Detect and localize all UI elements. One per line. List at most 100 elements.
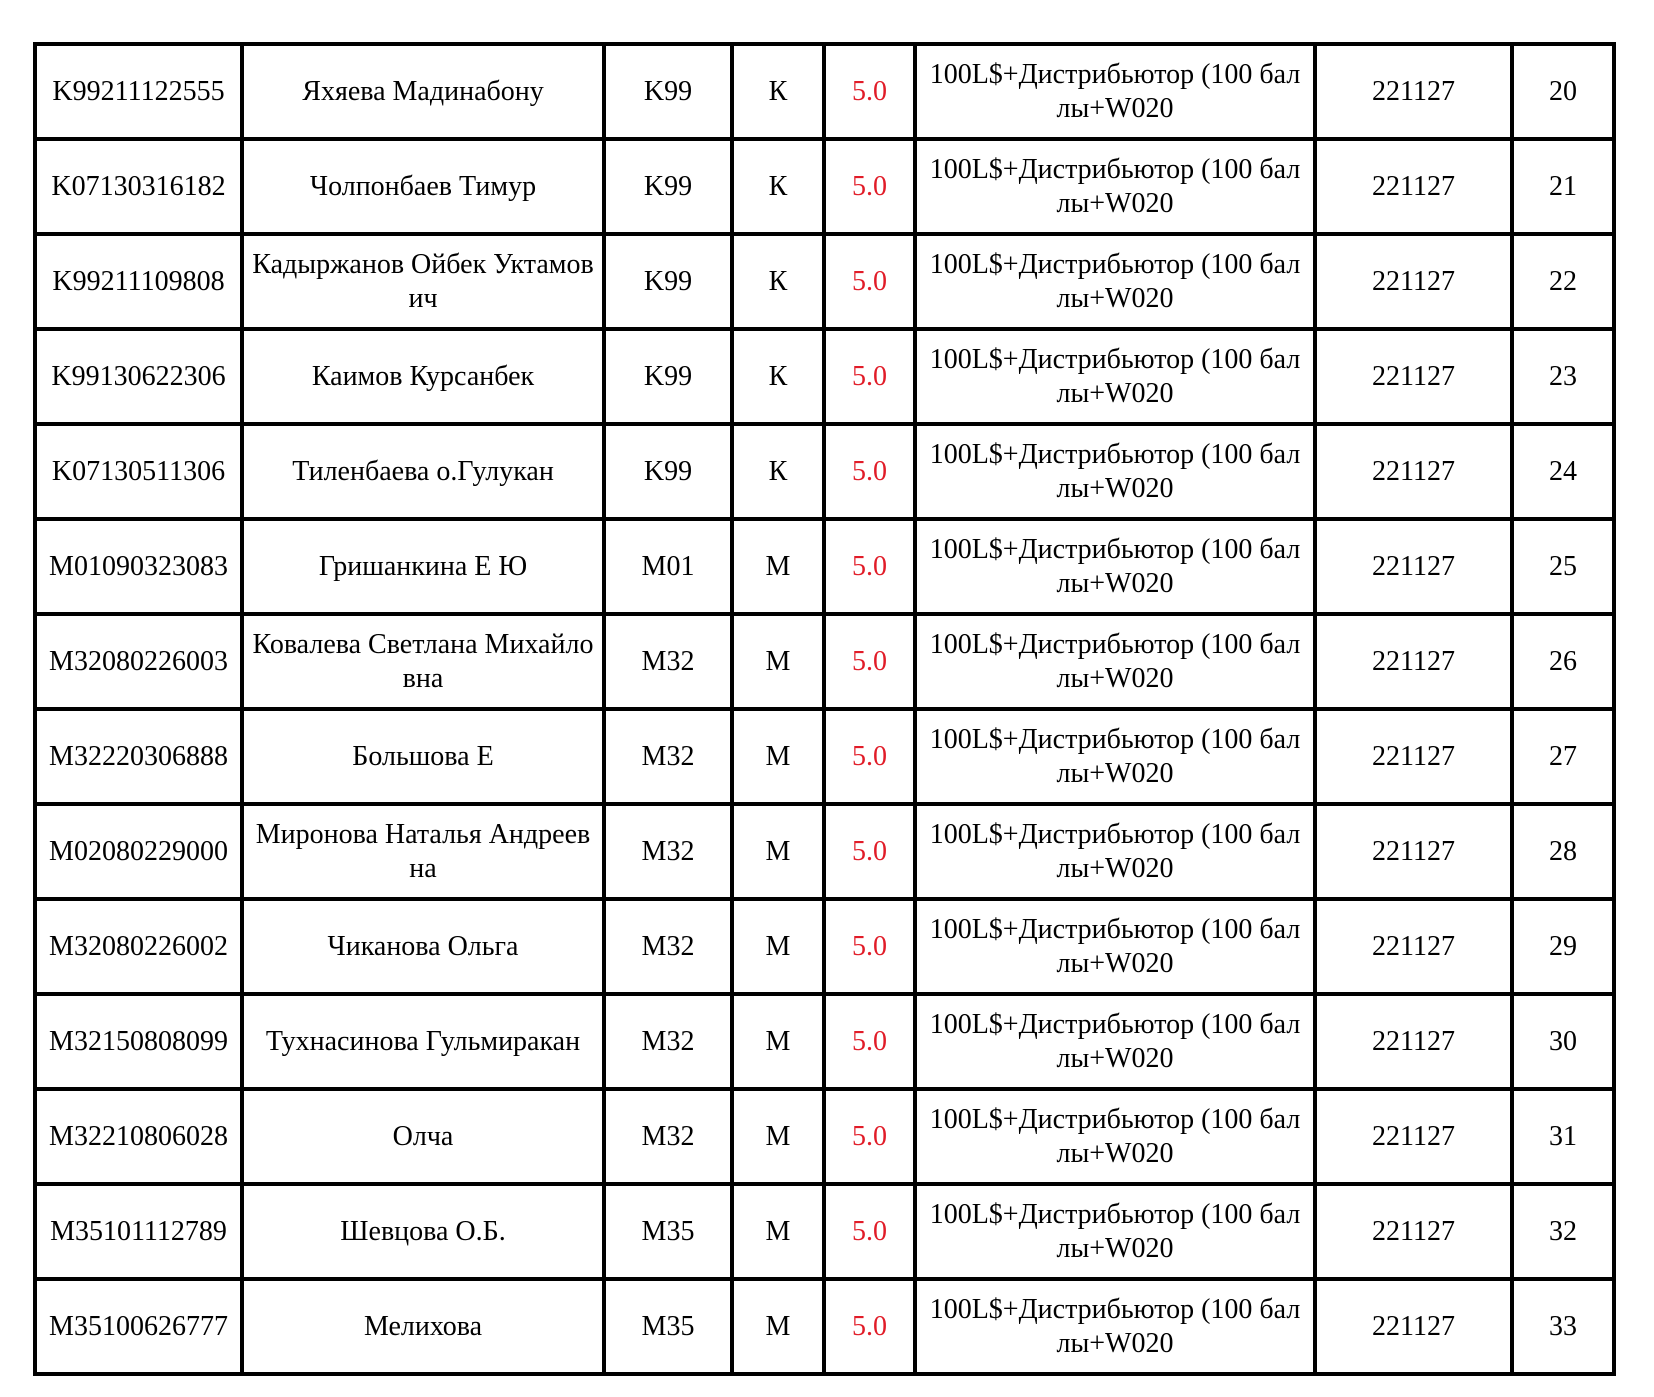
cell-score-value: 5.0: [822, 802, 917, 901]
cell-date-code: 221127: [1313, 42, 1514, 141]
cell-group-letter: М: [730, 1087, 826, 1186]
cell-row-number: 31: [1510, 1087, 1616, 1186]
cell-reward-description: 100L$+Дистрибьютор (100 баллы+W020: [913, 327, 1317, 426]
cell-row-number: 32: [1510, 1182, 1616, 1281]
cell-group-letter: М: [730, 802, 826, 901]
cell-row-number: 28: [1510, 802, 1616, 901]
table-row: M32150808099 Тухнасинова Гульмиракан M32…: [33, 992, 1616, 1091]
table-row: M35100626777 Мелихова M35 М 5.0 100L$+Ди…: [33, 1277, 1616, 1376]
table-row: K07130316182 Чолпонбаев Тимур K99 К 5.0 …: [33, 137, 1616, 236]
cell-date-code: 221127: [1313, 707, 1514, 806]
table-row: M02080229000 Миронова Наталья Андреевна …: [33, 802, 1616, 901]
cell-score-value: 5.0: [822, 897, 917, 996]
cell-reward-description: 100L$+Дистрибьютор (100 баллы+W020: [913, 707, 1317, 806]
cell-row-number: 30: [1510, 992, 1616, 1091]
cell-reward-description: 100L$+Дистрибьютор (100 баллы+W020: [913, 897, 1317, 996]
cell-score-value: 5.0: [822, 232, 917, 331]
cell-member-id: M32220306888: [33, 707, 244, 806]
cell-member-id: M32150808099: [33, 992, 244, 1091]
cell-group-code: K99: [602, 42, 734, 141]
cell-group-code: K99: [602, 232, 734, 331]
table-row: M32080226002 Чиканова Ольга M32 М 5.0 10…: [33, 897, 1616, 996]
table-row: K99130622306 Каимов Курсанбек K99 К 5.0 …: [33, 327, 1616, 426]
cell-reward-description: 100L$+Дистрибьютор (100 баллы+W020: [913, 137, 1317, 236]
cell-member-name: Тиленбаева о.Гулукан: [240, 422, 606, 521]
cell-member-name: Чиканова Ольга: [240, 897, 606, 996]
cell-date-code: 221127: [1313, 1182, 1514, 1281]
cell-reward-description: 100L$+Дистрибьютор (100 баллы+W020: [913, 612, 1317, 711]
cell-reward-description: 100L$+Дистрибьютор (100 баллы+W020: [913, 1182, 1317, 1281]
cell-member-id: M32080226002: [33, 897, 244, 996]
cell-group-letter: М: [730, 992, 826, 1091]
cell-row-number: 21: [1510, 137, 1616, 236]
cell-score-value: 5.0: [822, 327, 917, 426]
table-row: M32210806028 Олча M32 М 5.0 100L$+Дистри…: [33, 1087, 1616, 1186]
cell-group-letter: М: [730, 1182, 826, 1281]
table-row: M35101112789 Шевцова О.Б. M35 М 5.0 100L…: [33, 1182, 1616, 1281]
cell-row-number: 23: [1510, 327, 1616, 426]
cell-date-code: 221127: [1313, 802, 1514, 901]
cell-row-number: 20: [1510, 42, 1616, 141]
cell-score-value: 5.0: [822, 1277, 917, 1376]
cell-score-value: 5.0: [822, 1182, 917, 1281]
cell-reward-description: 100L$+Дистрибьютор (100 баллы+W020: [913, 42, 1317, 141]
cell-score-value: 5.0: [822, 1087, 917, 1186]
cell-member-id: M32210806028: [33, 1087, 244, 1186]
cell-group-code: M01: [602, 517, 734, 616]
cell-group-code: M32: [602, 897, 734, 996]
cell-member-name: Ковалева Светлана Михайловна: [240, 612, 606, 711]
cell-member-id: K07130511306: [33, 422, 244, 521]
table-body: K99211122555 Яхяева Мадинабону K99 К 5.0…: [33, 42, 1616, 1376]
cell-reward-description: 100L$+Дистрибьютор (100 баллы+W020: [913, 992, 1317, 1091]
cell-reward-description: 100L$+Дистрибьютор (100 баллы+W020: [913, 1277, 1317, 1376]
cell-group-letter: К: [730, 232, 826, 331]
cell-reward-description: 100L$+Дистрибьютор (100 баллы+W020: [913, 1087, 1317, 1186]
cell-member-name: Миронова Наталья Андреевна: [240, 802, 606, 901]
cell-date-code: 221127: [1313, 137, 1514, 236]
cell-date-code: 221127: [1313, 612, 1514, 711]
cell-group-letter: М: [730, 517, 826, 616]
cell-member-name: Кадыржанов Ойбек Уктамович: [240, 232, 606, 331]
cell-date-code: 221127: [1313, 897, 1514, 996]
cell-member-id: K99130622306: [33, 327, 244, 426]
cell-date-code: 221127: [1313, 422, 1514, 521]
cell-member-id: M35100626777: [33, 1277, 244, 1376]
cell-group-letter: К: [730, 327, 826, 426]
cell-row-number: 22: [1510, 232, 1616, 331]
cell-row-number: 27: [1510, 707, 1616, 806]
cell-member-id: M32080226003: [33, 612, 244, 711]
table-row: M01090323083 Гришанкина Е Ю M01 М 5.0 10…: [33, 517, 1616, 616]
cell-date-code: 221127: [1313, 992, 1514, 1091]
cell-group-code: K99: [602, 422, 734, 521]
cell-member-id: K07130316182: [33, 137, 244, 236]
cell-score-value: 5.0: [822, 517, 917, 616]
cell-member-name: Шевцова О.Б.: [240, 1182, 606, 1281]
cell-member-id: K99211122555: [33, 42, 244, 141]
cell-group-code: M32: [602, 1087, 734, 1186]
cell-member-name: Чолпонбаев Тимур: [240, 137, 606, 236]
table-row: K99211109808 Кадыржанов Ойбек Уктамович …: [33, 232, 1616, 331]
cell-date-code: 221127: [1313, 327, 1514, 426]
cell-score-value: 5.0: [822, 137, 917, 236]
cell-group-letter: М: [730, 707, 826, 806]
cell-group-code: M32: [602, 612, 734, 711]
cell-date-code: 221127: [1313, 1087, 1514, 1186]
cell-row-number: 26: [1510, 612, 1616, 711]
cell-member-name: Олча: [240, 1087, 606, 1186]
cell-row-number: 33: [1510, 1277, 1616, 1376]
cell-score-value: 5.0: [822, 612, 917, 711]
table-row: M32220306888 Большова Е M32 М 5.0 100L$+…: [33, 707, 1616, 806]
cell-group-letter: К: [730, 42, 826, 141]
cell-score-value: 5.0: [822, 42, 917, 141]
cell-score-value: 5.0: [822, 422, 917, 521]
cell-member-id: M01090323083: [33, 517, 244, 616]
cell-reward-description: 100L$+Дистрибьютор (100 баллы+W020: [913, 232, 1317, 331]
cell-row-number: 29: [1510, 897, 1616, 996]
table-row: K07130511306 Тиленбаева о.Гулукан K99 К …: [33, 422, 1616, 521]
cell-group-code: M32: [602, 707, 734, 806]
cell-group-code: M32: [602, 992, 734, 1091]
cell-date-code: 221127: [1313, 517, 1514, 616]
table-row: K99211122555 Яхяева Мадинабону K99 К 5.0…: [33, 42, 1616, 141]
cell-row-number: 24: [1510, 422, 1616, 521]
cell-group-code: K99: [602, 327, 734, 426]
